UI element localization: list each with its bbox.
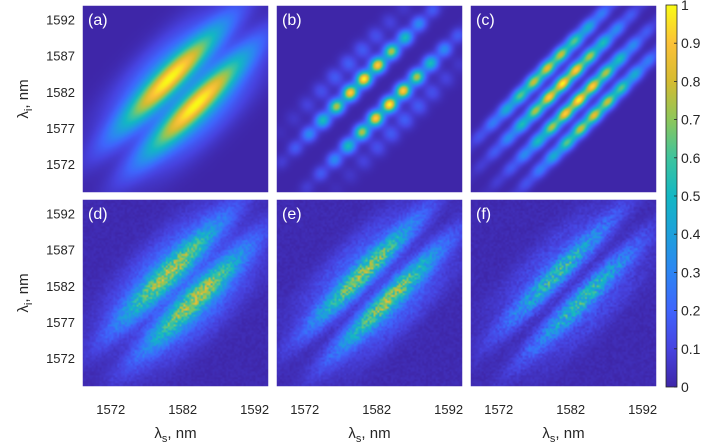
y-tick-label: 1587	[46, 243, 75, 258]
panel-label: (f)	[476, 206, 491, 223]
panel-frame	[469, 4, 658, 194]
x-tick-label: 1592	[240, 402, 269, 417]
y-tick-label: 1572	[46, 157, 75, 172]
panel-label: (a)	[88, 12, 108, 29]
x-tick-labels: 1572 1582 1592 1572 1582 1592 1572 1582 1592	[96, 402, 657, 417]
x-axis-title: λs, nm	[348, 425, 390, 445]
colorbar-tick-label: 0	[681, 379, 689, 395]
y-tick-label: 1572	[46, 351, 75, 366]
panel-frame	[275, 198, 464, 388]
y-tick-label: 1577	[46, 121, 75, 136]
colorbar-tick-label: 0.3	[681, 264, 701, 280]
heatmap-panel-f	[470, 199, 657, 387]
heatmap-panel-e	[276, 199, 463, 387]
y-tick-label: 1577	[46, 315, 75, 330]
y-tick-label: 1582	[46, 85, 75, 100]
colorbar-tick-label: 0.7	[681, 112, 701, 128]
panel-frame	[469, 198, 658, 388]
colorbar-tick-label: 0.5	[681, 188, 701, 204]
panel-frame	[81, 4, 270, 194]
y-axis-title: λi, nm	[15, 79, 35, 118]
x-tick-label: 1592	[628, 402, 657, 417]
colorbar-tick-label: 0.6	[681, 150, 701, 166]
x-tick-label: 1582	[556, 402, 585, 417]
x-tick-label: 1592	[434, 402, 463, 417]
y-tick-labels: 1592 1587 1582 1577 1572 1592 1587 1582 1577 1572	[46, 12, 75, 366]
x-axis-title: λs, nm	[542, 425, 584, 445]
x-tick-label: 1572	[96, 402, 125, 417]
colorbar: 1 0.9 0.8 0.7 0.6 0.5 0.4 0.3 0.2 0.1 0	[665, 0, 701, 395]
y-axis-title: λi, nm	[15, 273, 35, 312]
colorbar-ticks: 1 0.9 0.8 0.7 0.6 0.5 0.4 0.3 0.2 0.1 0	[674, 0, 701, 395]
panel-label: (d)	[88, 206, 108, 223]
heatmap-panel-a	[82, 5, 269, 193]
colorbar-tick-label: 0.1	[681, 341, 701, 357]
panel-label: (c)	[476, 12, 495, 29]
x-axis-title: λs, nm	[154, 425, 196, 445]
heatmap-panel-c	[470, 5, 657, 193]
x-tick-label: 1582	[362, 402, 391, 417]
heatmap-panel-b	[276, 5, 463, 193]
colorbar-tick-label: 0.4	[681, 226, 701, 242]
panel-frame	[81, 198, 270, 388]
panel-label: (b)	[282, 12, 302, 29]
x-tick-label: 1572	[484, 402, 513, 417]
colorbar-tick-label: 0.2	[681, 303, 701, 319]
x-tick-label: 1572	[290, 402, 319, 417]
x-tick-label: 1582	[168, 402, 197, 417]
colorbar-tick-label: 0.8	[681, 73, 701, 89]
panel-label: (e)	[282, 206, 302, 223]
y-tick-label: 1592	[46, 12, 75, 27]
panel-labels: (a) (b) (c) (d) (e) (f)	[88, 12, 495, 223]
heatmap-panel-d	[82, 199, 269, 387]
axis-titles: λs, nm λs, nm λs, nm λi, nm λi, nm	[15, 79, 585, 445]
colorbar-tick-label: 0.9	[681, 35, 701, 51]
y-tick-label: 1582	[46, 279, 75, 294]
heatmap-panels	[81, 4, 658, 388]
panel-frame	[275, 4, 464, 194]
colorbar-tick-label: 1	[681, 0, 689, 13]
y-tick-label: 1592	[46, 206, 75, 221]
y-tick-label: 1587	[46, 49, 75, 64]
